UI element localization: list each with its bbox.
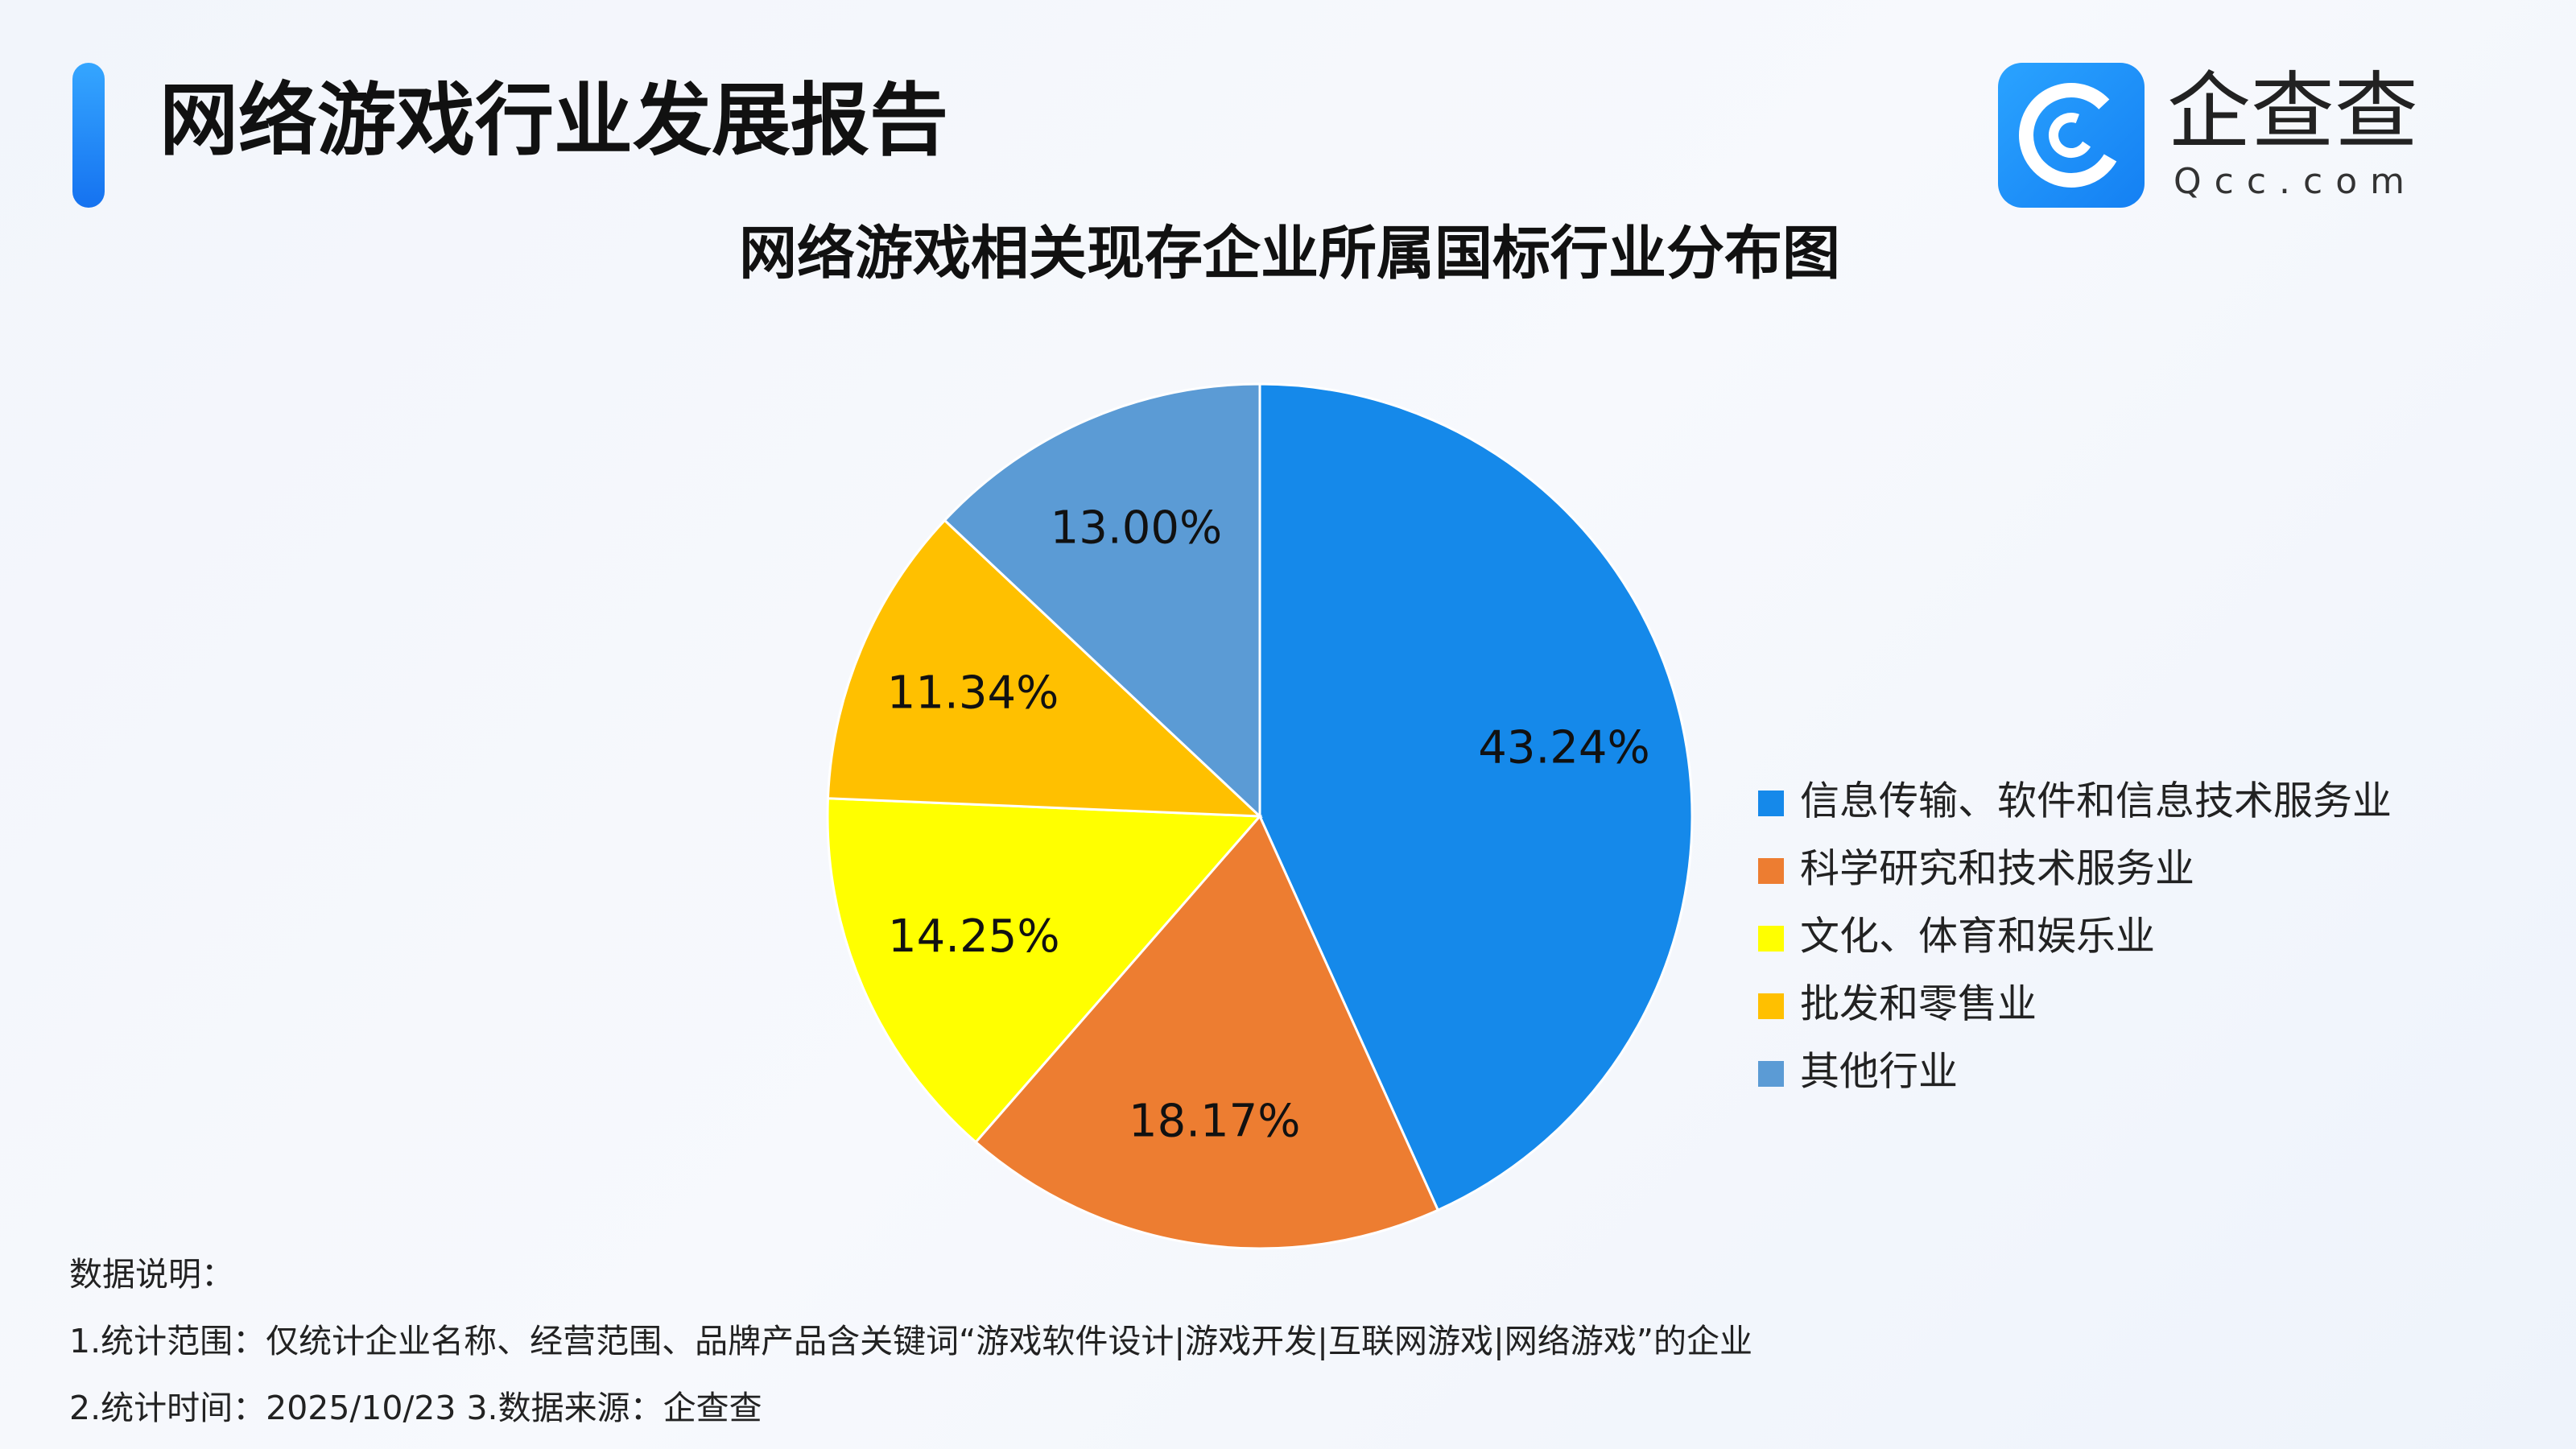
- logo-inner: [2049, 113, 2094, 158]
- note-line: 数据说明：: [69, 1255, 234, 1294]
- logo-ring: [2019, 83, 2124, 188]
- legend-swatch: [1758, 993, 1784, 1019]
- legend: 信息传输、软件和信息技术服务业科学研究和技术服务业文化、体育和娱乐业批发和零售业…: [1758, 778, 2392, 1095]
- pie-slice: [1258, 382, 1694, 1212]
- legend-label: 科学研究和技术服务业: [1800, 846, 2194, 892]
- slice-label: 18.17%: [1129, 1096, 1301, 1148]
- logo-sub: Qcc.com: [2174, 161, 2417, 202]
- pie-slice: [826, 797, 1263, 1144]
- legend-swatch: [1758, 791, 1784, 816]
- legend-label: 批发和零售业: [1800, 981, 2037, 1027]
- legend-swatch: [1758, 926, 1784, 952]
- legend-label: 其他行业: [1800, 1049, 1958, 1095]
- legend-swatch: [1758, 1061, 1784, 1087]
- slice-label: 14.25%: [888, 910, 1060, 963]
- slice-label: 13.00%: [1051, 502, 1223, 554]
- legend-label: 文化、体育和娱乐业: [1800, 914, 2155, 960]
- pie-slice: [826, 518, 1263, 818]
- note-line: 1.统计范围：仅统计企业名称、经营范围、品牌产品含关键词“游戏软件设计|游戏开发…: [69, 1322, 1752, 1360]
- legend-swatch: [1758, 858, 1784, 884]
- notes: 数据说明： 1.统计范围：仅统计企业名称、经营范围、品牌产品含关键词“游戏软件设计…: [69, 1255, 1752, 1427]
- pie-slice: [943, 382, 1261, 819]
- chart-title: 网络游戏相关现存企业所属国标行业分布图: [739, 220, 1840, 287]
- page-title: 网络游戏行业发展报告: [159, 75, 948, 167]
- legend-label: 信息传输、软件和信息技术服务业: [1800, 778, 2392, 824]
- pie-slice: [974, 814, 1440, 1250]
- slice-label: 11.34%: [887, 667, 1059, 719]
- slice-label: 43.24%: [1478, 722, 1650, 774]
- title-accent: [72, 63, 105, 208]
- logo-text: 企查查: [2167, 62, 2418, 160]
- note-line: 2.统计时间：2025/10/23 3.数据来源：企查查: [69, 1389, 762, 1427]
- pie: 43.24% 18.17% 14.25% 11.34% 13.00%: [826, 382, 1694, 1250]
